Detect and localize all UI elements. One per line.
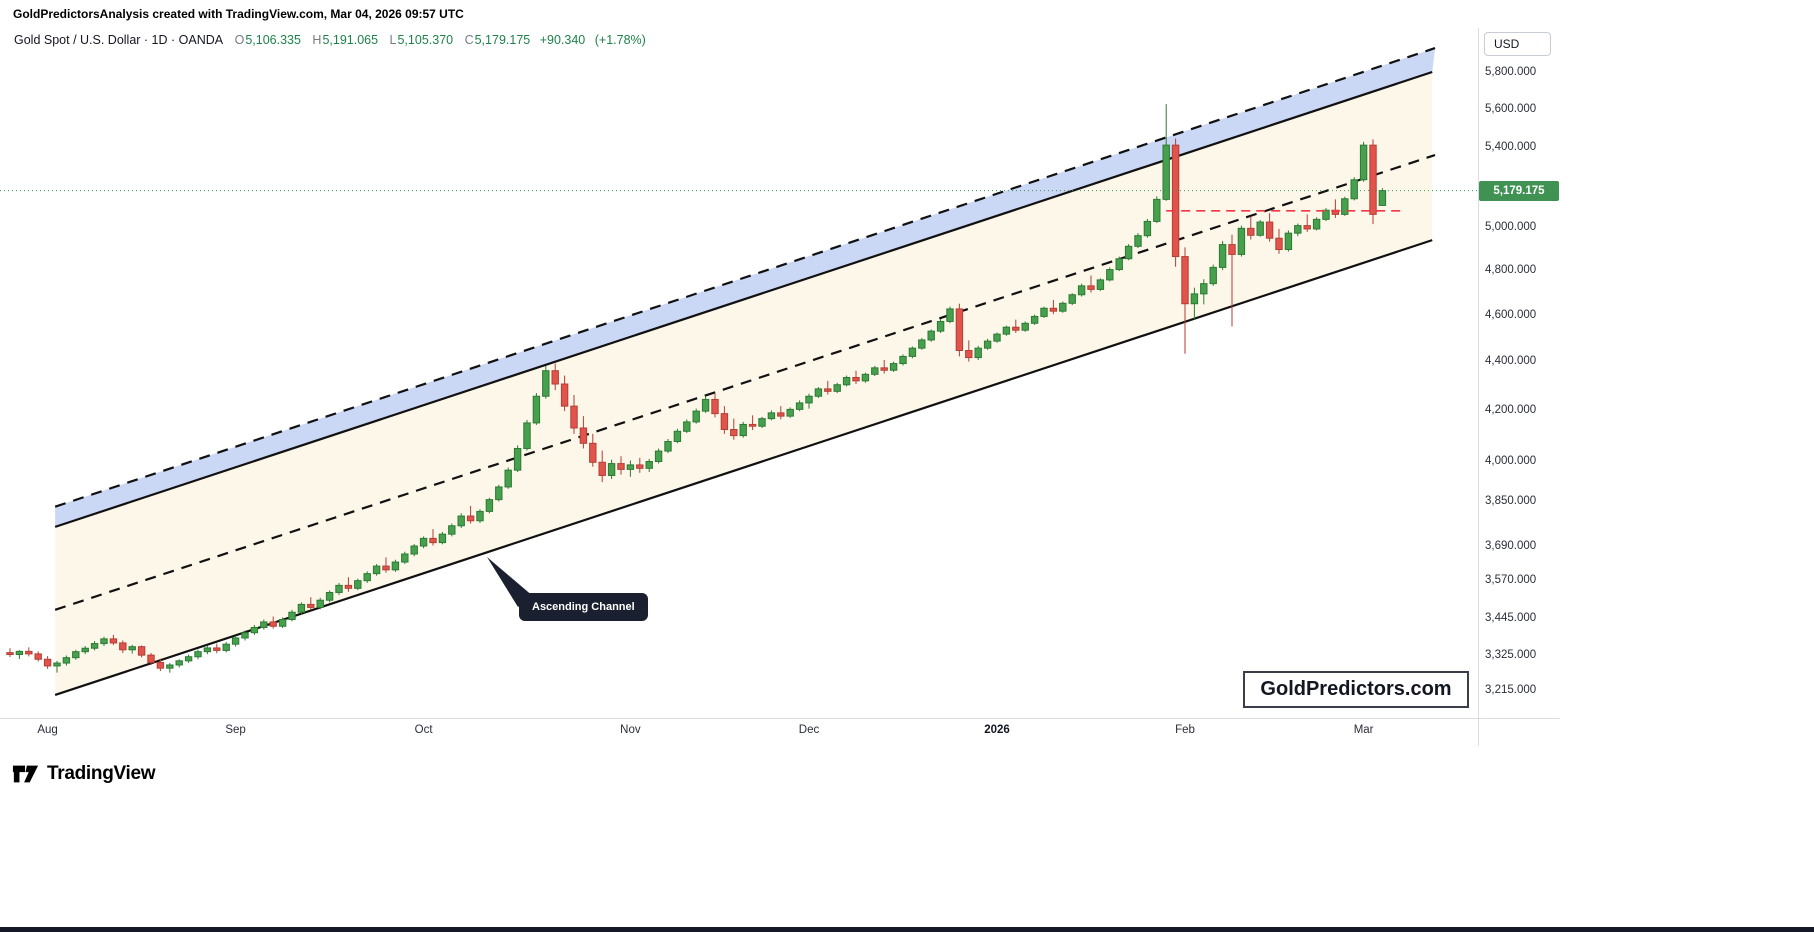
symbol-header: Gold Spot / U.S. Dollar · 1D · OANDA O5,…	[14, 33, 646, 47]
time-label: Aug	[37, 724, 58, 736]
change-value: +90.340	[539, 33, 586, 47]
close-value: 5,179.175	[474, 33, 531, 47]
price-tick: 3,850.000	[1485, 495, 1537, 508]
time-label: Sep	[225, 724, 246, 736]
high-value: 5,191.065	[322, 33, 379, 47]
price-tick: 3,445.000	[1485, 611, 1537, 624]
low-label: L	[389, 33, 397, 47]
watermark-badge: GoldPredictors.com	[1243, 671, 1469, 708]
price-tick: 5,000.000	[1485, 221, 1537, 234]
last-price-tag: 5,179.175	[1479, 180, 1559, 201]
change-percent: (+1.78%)	[594, 33, 646, 47]
tradingview-logo-text: TradingView	[47, 763, 156, 784]
price-tick: 3,325.000	[1485, 648, 1537, 661]
price-tick: 4,200.000	[1485, 404, 1537, 417]
time-label: Mar	[1353, 724, 1374, 736]
close-label: C	[464, 33, 474, 47]
time-label: Oct	[414, 724, 433, 736]
time-label: Dec	[798, 724, 820, 736]
time-axis[interactable]: Aug Sep Oct Nov Dec 2026 Feb Mar	[0, 718, 1478, 746]
price-tick: 4,600.000	[1485, 308, 1537, 321]
price-tick: 5,400.000	[1485, 140, 1537, 153]
time-label: Feb	[1175, 724, 1195, 736]
open-value: 5,106.335	[245, 33, 301, 47]
currency-button[interactable]: USD	[1484, 32, 1551, 56]
price-tick: 4,800.000	[1485, 264, 1537, 277]
price-tick: 4,000.000	[1485, 455, 1537, 468]
price-tick: 4,400.000	[1485, 355, 1537, 368]
candlestick-chart[interactable]	[0, 0, 1478, 718]
price-tick: 3,570.000	[1485, 574, 1537, 587]
price-tick: 5,600.000	[1485, 102, 1537, 115]
time-label: 2026	[984, 724, 1010, 736]
open-label: O	[234, 33, 245, 47]
high-label: H	[312, 33, 322, 47]
tradingview-icon	[12, 765, 39, 783]
price-axis-separator	[1478, 28, 1479, 746]
tradingview-logo[interactable]: TradingView	[12, 762, 156, 786]
price-axis[interactable]: 5,800.000 5,600.000 5,400.000 5,000.000 4,80…	[1478, 0, 1562, 746]
channel-callout-label[interactable]: Ascending Channel	[519, 593, 648, 621]
attribution-text: GoldPredictorsAnalysis created with Trad…	[13, 7, 464, 21]
time-axis-separator	[0, 718, 1560, 719]
price-tick: 3,690.000	[1485, 539, 1537, 552]
low-value: 5,105.370	[397, 33, 454, 47]
time-label: Nov	[620, 724, 641, 736]
bottom-bar	[0, 927, 1814, 932]
price-tick: 5,800.000	[1485, 66, 1537, 78]
price-tick: 3,215.000	[1485, 684, 1537, 697]
symbol-title[interactable]: Gold Spot / U.S. Dollar · 1D · OANDA	[14, 33, 224, 47]
